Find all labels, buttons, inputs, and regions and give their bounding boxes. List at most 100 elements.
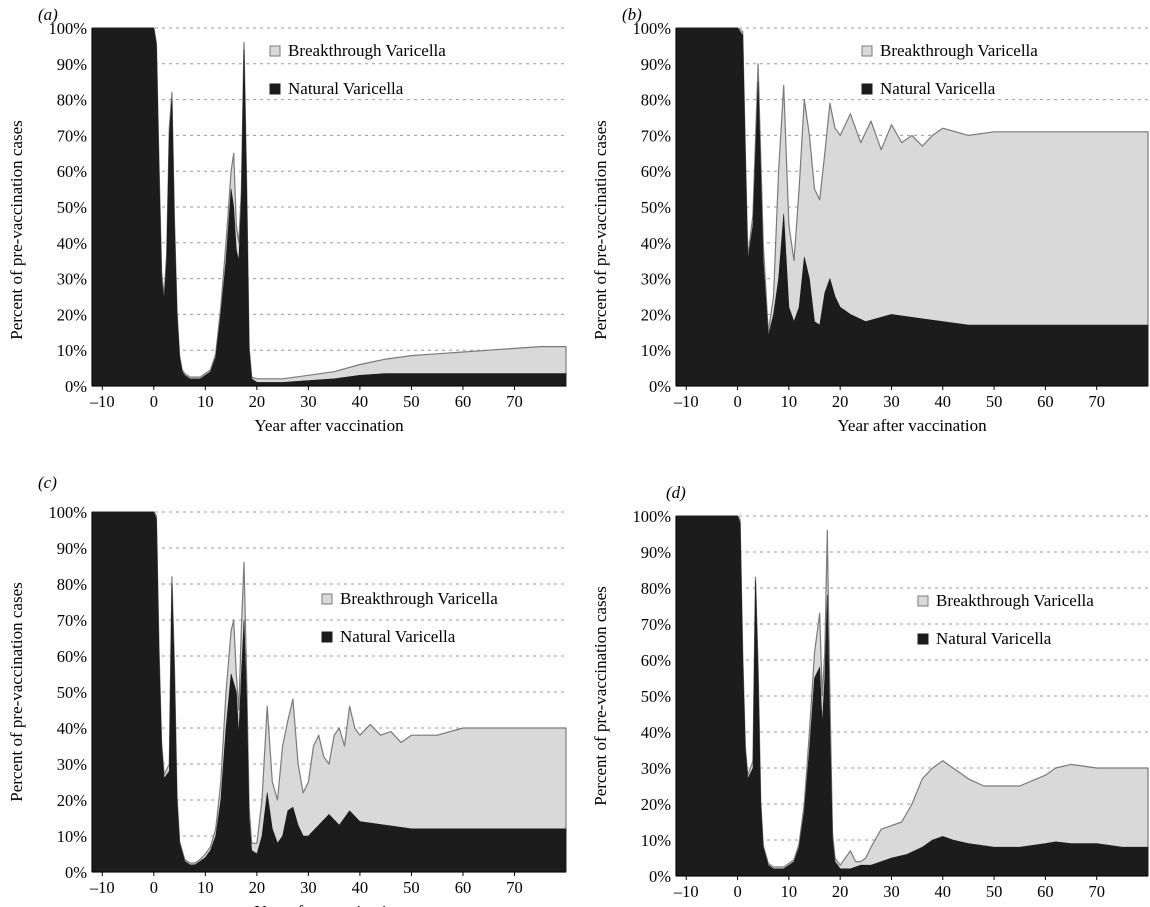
panel-c-xtick-label-7: 60 (455, 878, 472, 897)
panel-b-ytick-label-8: 80% (641, 91, 672, 110)
panel-a-ytick-label-6: 60% (57, 162, 88, 181)
panel-c-legend-swatch-natural (321, 631, 333, 643)
panel-b-xtick-label-5: 40 (935, 392, 952, 411)
panel-b-ytick-label-3: 30% (641, 270, 672, 289)
panel-b-xlabel: Year after vaccination (837, 416, 987, 435)
panel-b-ytick-label-4: 40% (641, 234, 672, 253)
panel-b-legend-swatch-breakthrough (861, 45, 873, 57)
panel-c-ytick-label-8: 80% (57, 575, 88, 594)
panel-c-ytick-label-7: 70% (57, 611, 88, 630)
panel-d-xtick-label-3: 20 (832, 882, 849, 901)
panel-d-ytick-label-1: 10% (641, 831, 672, 850)
panel-c-xlabel: Year after vaccination (254, 902, 404, 907)
panel-d-ytick-label-2: 20% (641, 795, 672, 814)
panel-c-xtick-label-6: 50 (403, 878, 420, 897)
panel-b-xtick-label-6: 50 (986, 392, 1003, 411)
panel-b-ytick-label-1: 10% (641, 341, 672, 360)
panel-a-area-natural (91, 27, 567, 387)
panel-d-legend-swatch-breakthrough (917, 595, 929, 607)
panel-d-xtick-label-4: 30 (883, 882, 900, 901)
panel-b-letter: (b) (622, 5, 642, 24)
panel-b-ytick-label-2: 20% (641, 305, 672, 324)
panel-a-ytick-label-1: 10% (57, 341, 88, 360)
panel-a-letter: (a) (38, 5, 58, 24)
panel-a: 0% 10% 20% 30% 40% 50% 60% 70% 80% 90% 100% –10 0 10 2… (7, 5, 567, 435)
panel-c-legend-label-natural: Natural Varicella (340, 627, 456, 646)
panel-d-ytick-label-9: 90% (641, 543, 672, 562)
panel-a-ytick-label-3: 30% (57, 270, 88, 289)
panel-c-ytick-label-2: 20% (57, 791, 88, 810)
panel-d-xtick-label-7: 60 (1037, 882, 1054, 901)
panel-b-legend-swatch-natural (861, 83, 873, 95)
panel-d-ytick-label-8: 80% (641, 579, 672, 598)
panel-b-xtick-label-0: –10 (673, 392, 699, 411)
panel-d-ytick-label-0: 0% (649, 867, 671, 886)
panel-a-xtick-label-4: 30 (300, 392, 317, 411)
panel-c-ytick-label-10: 100% (49, 503, 88, 522)
panel-c: 0% 10% 20% 30% 40% 50% 60% 70% 80% 90% 100% –10 0 10 2… (7, 473, 567, 907)
panel-c-xtick-label-4: 30 (300, 878, 317, 897)
panel-d-legend-label-breakthrough: Breakthrough Varicella (936, 591, 1094, 610)
panel-a-ytick-label-8: 80% (57, 91, 88, 110)
panel-a-xtick-label-3: 20 (249, 392, 266, 411)
panel-d-ytick-label-10: 100% (633, 507, 672, 526)
panel-d-area-natural (675, 515, 1149, 877)
panel-b-ytick-label-6: 60% (641, 162, 672, 181)
panel-d-legend-swatch-natural (917, 633, 929, 645)
panel-d-xtick-label-1: 0 (733, 882, 741, 901)
panel-c-ytick-label-5: 50% (57, 683, 88, 702)
panel-a-ytick-label-5: 50% (57, 198, 88, 217)
panel-a-xtick-label-5: 40 (352, 392, 369, 411)
panel-b-legend-label-natural: Natural Varicella (880, 79, 996, 98)
panel-a-xtick-label-1: 0 (150, 392, 158, 411)
panel-b-ytick-label-10: 100% (633, 19, 672, 38)
panel-a-ytick-label-10: 100% (49, 19, 88, 38)
panel-a-ytick-label-0: 0% (65, 377, 87, 396)
panel-b-legend-label-breakthrough: Breakthrough Varicella (880, 41, 1038, 60)
panel-a-ytick-label-2: 20% (57, 305, 88, 324)
panel-d-ytick-label-4: 40% (641, 723, 672, 742)
panel-c-legend-swatch-breakthrough (321, 593, 333, 605)
panel-d: 0% 10% 20% 30% 40% 50% 60% 70% 80% 90% 100% –10 0 10 2… (591, 483, 1149, 907)
panel-c-ytick-label-3: 30% (57, 755, 88, 774)
panel-d-xtick-label-6: 50 (986, 882, 1003, 901)
panel-a-xtick-label-7: 60 (455, 392, 472, 411)
panel-a-ytick-label-9: 90% (57, 55, 88, 74)
panel-a-legend-label-natural: Natural Varicella (288, 79, 404, 98)
panel-c-ytick-label-1: 10% (57, 827, 88, 846)
panel-c-ylabel: Percent of pre-vaccination cases (7, 582, 26, 801)
panel-a-xtick-label-2: 10 (197, 392, 214, 411)
panel-a-legend-swatch-natural (269, 83, 281, 95)
panel-b: 0% 10% 20% 30% 40% 50% 60% 70% 80% 90% 100% –10 0 10 2… (591, 5, 1149, 435)
panel-c-letter: (c) (38, 473, 57, 492)
panel-b-xtick-label-3: 20 (832, 392, 849, 411)
panel-a-legend-label-breakthrough: Breakthrough Varicella (288, 41, 446, 60)
panel-d-ytick-label-6: 60% (641, 651, 672, 670)
panel-d-xtick-label-8: 70 (1088, 882, 1105, 901)
panel-d-legend-label-natural: Natural Varicella (936, 629, 1052, 648)
panel-a-xtick-label-0: –10 (89, 392, 115, 411)
panel-c-xtick-label-8: 70 (506, 878, 523, 897)
panel-a-xlabel: Year after vaccination (254, 416, 404, 435)
panel-a-ytick-label-7: 70% (57, 126, 88, 145)
panel-b-xtick-label-7: 60 (1037, 392, 1054, 411)
panel-a-xtick-label-6: 50 (403, 392, 420, 411)
panel-d-xtick-label-2: 10 (781, 882, 798, 901)
panel-b-ytick-label-9: 90% (641, 55, 672, 74)
panel-c-ytick-label-0: 0% (65, 863, 87, 882)
panel-b-xtick-label-8: 70 (1088, 392, 1105, 411)
panel-b-area-natural (675, 27, 1149, 387)
panel-b-area-breakthrough (675, 27, 1149, 387)
panel-a-legend-swatch-breakthrough (269, 45, 281, 57)
panel-c-xtick-label-1: 0 (150, 878, 158, 897)
panel-b-ylabel: Percent of pre-vaccination cases (591, 120, 610, 339)
panel-d-letter: (d) (666, 483, 686, 502)
panel-c-ytick-label-4: 40% (57, 719, 88, 738)
panel-d-ytick-label-3: 30% (641, 759, 672, 778)
panel-c-ytick-label-6: 60% (57, 647, 88, 666)
panel-c-area-natural (91, 511, 567, 873)
panel-d-ylabel: Percent of pre-vaccination cases (591, 586, 610, 805)
panel-a-ytick-label-4: 40% (57, 234, 88, 253)
panel-c-xtick-label-3: 20 (249, 878, 266, 897)
